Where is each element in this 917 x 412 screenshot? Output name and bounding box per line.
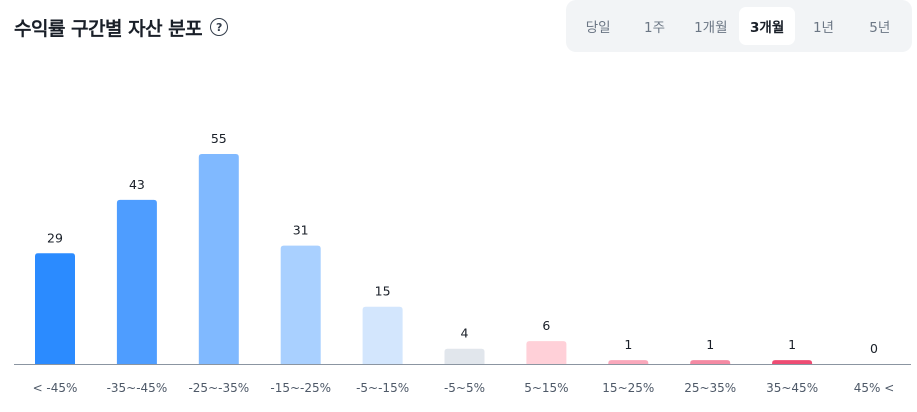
bar-value-label-7: 1 (624, 337, 632, 352)
bar-6[interactable] (526, 341, 567, 364)
tab-1-month[interactable]: 1개월 (694, 20, 728, 36)
chart-header: 수익률 구간별 자산 분포 ? (14, 12, 229, 42)
x-tick-label-3: -15~-25% (270, 381, 331, 395)
x-tick-label-8: 25~35% (684, 381, 736, 395)
bar-value-label-3: 31 (293, 223, 309, 238)
period-tabs: 당일 1주 1개월 3개월 1년 5년 (566, 0, 912, 52)
bar-7[interactable] (608, 360, 649, 364)
bar-4[interactable] (362, 306, 403, 364)
chart-title: 수익률 구간별 자산 분포 (14, 17, 203, 40)
x-tick-label-6: 5~15% (524, 381, 568, 395)
tab-1-week[interactable]: 1주 (643, 20, 665, 36)
x-tick-label-4: -5~-15% (356, 381, 409, 395)
bar-8[interactable] (690, 360, 731, 364)
bar-value-label-6: 6 (542, 318, 550, 333)
bar-value-label-9: 1 (788, 337, 796, 352)
tab-1-year[interactable]: 1년 (812, 20, 834, 36)
x-tick-label-5: -5~5% (444, 381, 485, 395)
x-tick-label-9: 35~45% (766, 381, 818, 395)
tab-today[interactable]: 당일 (585, 20, 611, 36)
question-circle-icon[interactable]: ? (210, 18, 229, 36)
bar-9[interactable] (772, 360, 813, 364)
bar-1[interactable] (116, 199, 157, 364)
bar-value-label-5: 4 (461, 326, 469, 341)
x-tick-label-2: -25~-35% (188, 381, 249, 395)
bar-5[interactable] (444, 348, 485, 364)
tab-5-years[interactable]: 5년 (869, 20, 891, 36)
bar-value-label-4: 15 (375, 284, 391, 299)
bar-value-label-8: 1 (706, 337, 714, 352)
bar-value-label-2: 55 (211, 131, 227, 146)
x-tick-label-7: 15~25% (602, 381, 654, 395)
x-tick-label-1: -35~-45% (107, 381, 168, 395)
bar-value-label-10: 0 (870, 341, 878, 356)
bar-value-label-1: 43 (129, 177, 145, 192)
bar-2[interactable] (198, 154, 239, 364)
bar-value-label-0: 29 (47, 230, 63, 245)
tab-3-months[interactable]: 3개월 (738, 7, 796, 45)
x-tick-label-10: 45% < (854, 381, 895, 395)
x-tick-label-0: < -45% (33, 381, 78, 395)
bar-0[interactable] (35, 253, 75, 364)
bar-3[interactable] (280, 245, 321, 364)
